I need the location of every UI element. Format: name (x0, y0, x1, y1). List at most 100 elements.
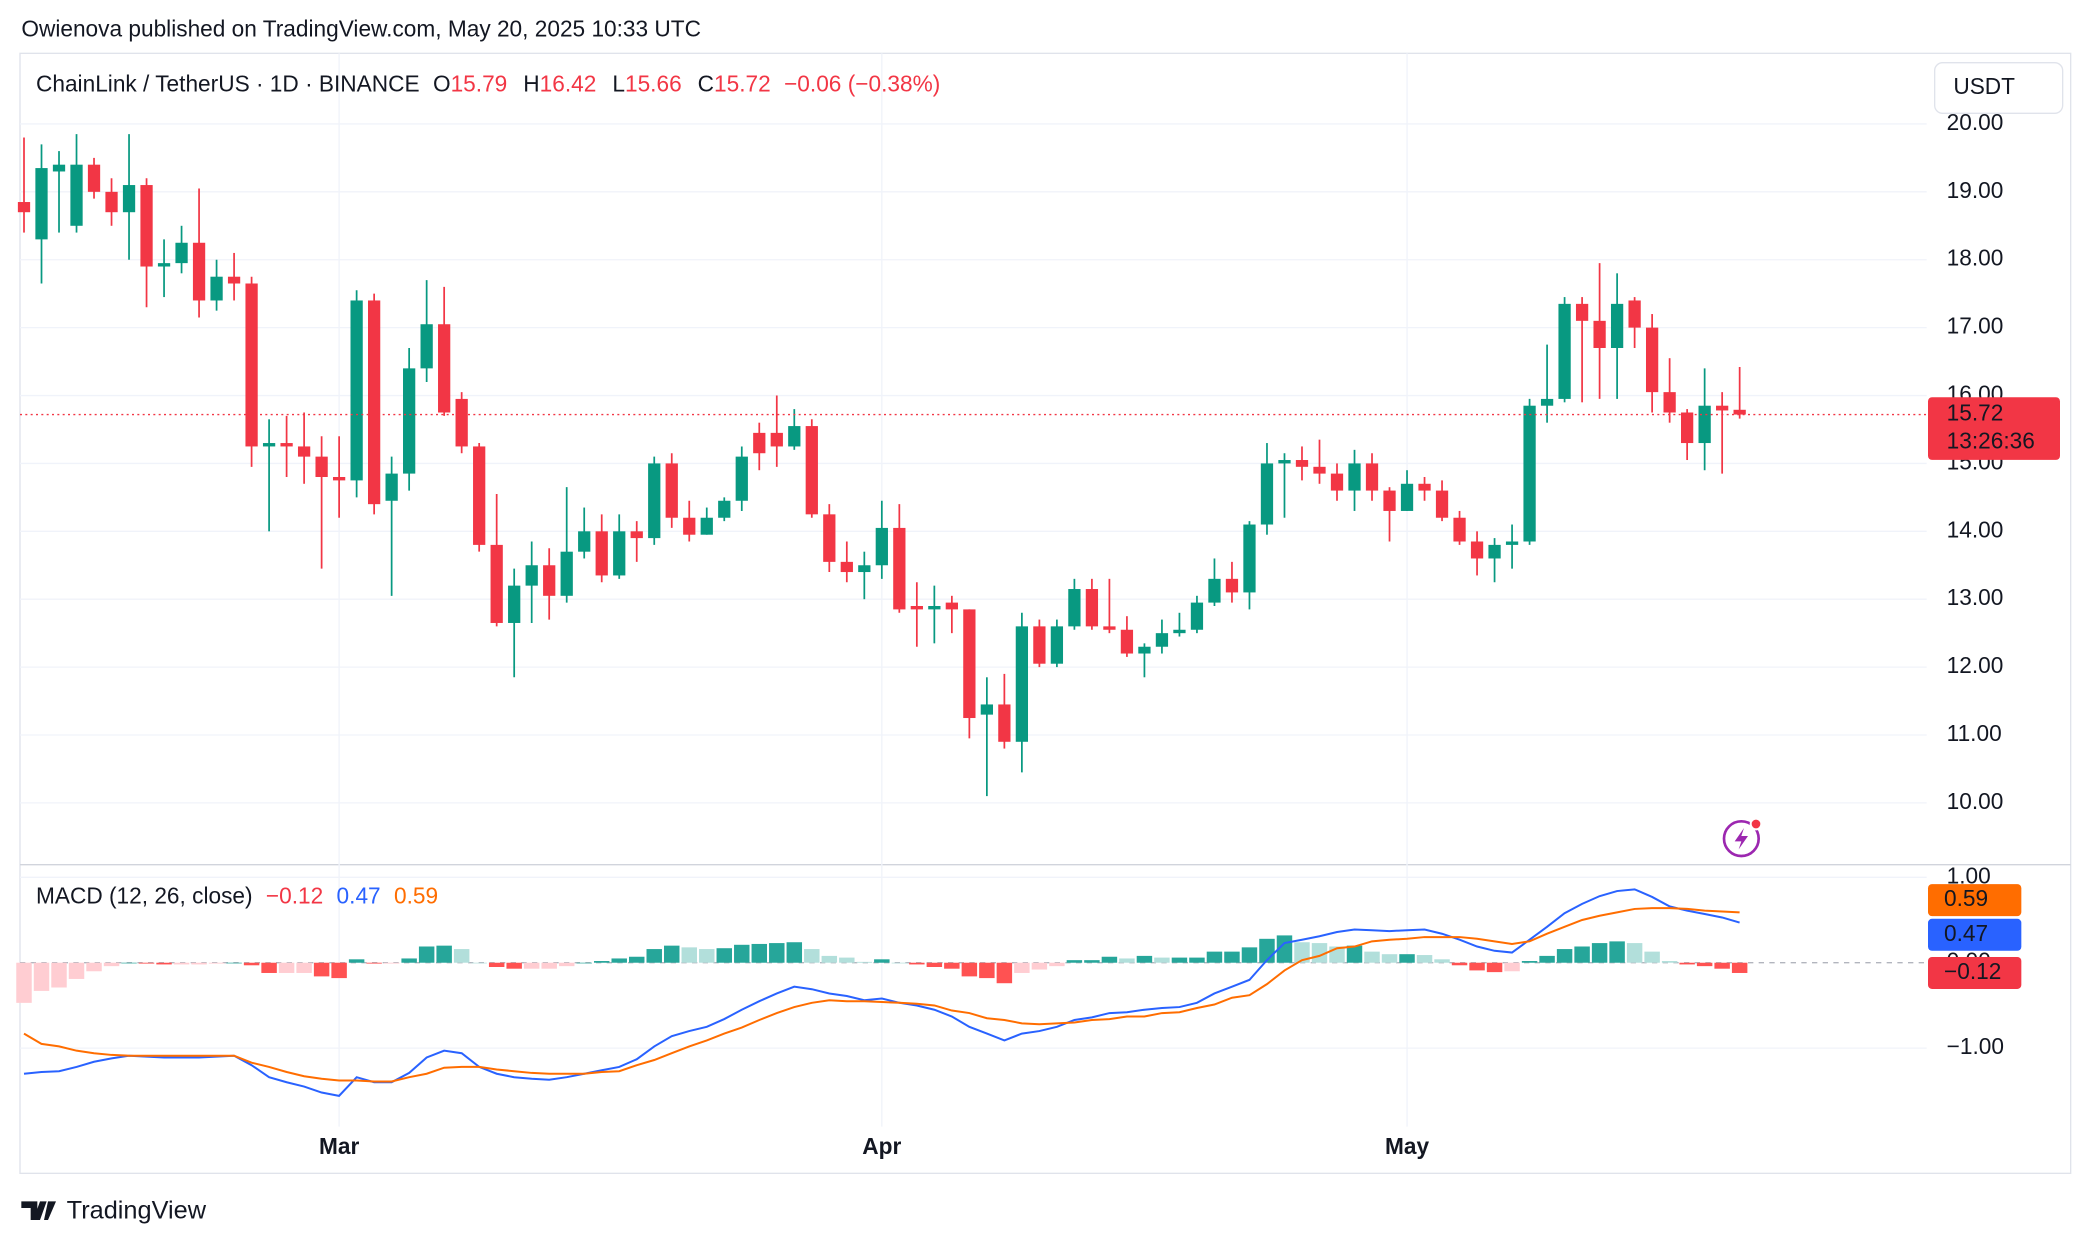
candle-body (700, 517, 713, 535)
histogram-bar (103, 962, 120, 967)
candle-body (105, 191, 118, 213)
histogram-bar (699, 949, 715, 963)
candle-body (648, 463, 661, 539)
legend: ChainLink / TetherUS · 1D · BINANCE O15.7… (36, 70, 940, 96)
candle-body (70, 164, 83, 226)
ohlc-label: L (612, 70, 625, 96)
candle-body (192, 242, 206, 301)
candle-body (998, 704, 1011, 742)
ohlc-label: H (523, 70, 539, 96)
histogram-bar (891, 962, 908, 964)
candle-body (560, 551, 573, 596)
candle-body (1138, 646, 1151, 654)
histogram-bar (1031, 962, 1048, 970)
candle-body (735, 456, 748, 501)
histogram-bar (541, 962, 557, 969)
candle-body (683, 517, 696, 535)
currency-button[interactable] (1933, 62, 2064, 114)
axis-value-box (1928, 884, 2022, 917)
histogram-bar (979, 962, 995, 979)
candle-body (1050, 626, 1064, 664)
histogram-bar (16, 962, 32, 1003)
candle-body (508, 585, 521, 623)
histogram-bar (629, 956, 645, 963)
candle-body (945, 602, 958, 610)
candle-body (928, 605, 941, 610)
histogram-bar (1014, 962, 1030, 973)
histogram-bar (1434, 959, 1450, 963)
macd-legend-value: 0.47 (337, 882, 381, 908)
candle-body (665, 463, 678, 518)
histogram-bar (243, 962, 260, 966)
candle-body (630, 531, 643, 539)
ohlc-value: 16.42 (540, 70, 597, 96)
candle-body (1033, 626, 1046, 664)
histogram-bar (1609, 941, 1625, 963)
histogram-bar (418, 946, 435, 963)
candle-body (823, 514, 836, 562)
candle-body (52, 164, 66, 172)
histogram-bar (138, 962, 155, 964)
candle-body (840, 561, 853, 573)
symbol-title: ChainLink / TetherUS · 1D · BINANCE (36, 70, 420, 96)
histogram-bar (558, 962, 575, 967)
candle-body (1015, 626, 1029, 742)
histogram-bar (821, 955, 838, 963)
histogram-bar (366, 962, 382, 964)
candle-body (805, 426, 818, 515)
histogram-bar (1679, 962, 1695, 965)
histogram-bar (1189, 957, 1205, 963)
y-tick-label: 10.00 (1947, 788, 2004, 814)
histogram-bar (786, 942, 803, 963)
candle-body (788, 426, 801, 447)
histogram-bar (1084, 960, 1100, 963)
histogram-bar (278, 962, 295, 973)
histogram-bar (769, 943, 785, 963)
y-tick-label: 11.00 (1947, 720, 2002, 746)
histogram-bar (909, 962, 925, 965)
candle-body (1348, 463, 1361, 491)
histogram-bar (1171, 957, 1188, 963)
candle-body (332, 476, 346, 481)
histogram-bar (593, 961, 610, 963)
candle-body (1575, 303, 1589, 321)
axis-value-label: −0.12 (1944, 958, 2001, 984)
histogram-bar (716, 948, 732, 963)
candle-body (1540, 398, 1554, 406)
candle-body (1716, 405, 1729, 411)
histogram-bar (1381, 954, 1398, 963)
ohlc-label: O (433, 70, 451, 96)
axis-value-label: 0.47 (1944, 920, 1988, 946)
candle-body (718, 500, 731, 518)
histogram-bar (296, 962, 312, 973)
candle-body (1628, 300, 1641, 328)
candle-body (963, 609, 976, 719)
candle-body (455, 398, 468, 447)
candle-body (1558, 303, 1571, 399)
price-label-box (1928, 397, 2060, 460)
histogram-bar (576, 962, 592, 964)
histogram-bar (331, 962, 347, 979)
candle-body (1190, 602, 1204, 630)
candle-body (1400, 483, 1414, 511)
histogram-bar (1049, 962, 1065, 967)
marks (16, 134, 1927, 1097)
candle-body (1365, 463, 1379, 491)
histogram-bar (1469, 962, 1485, 971)
candle-body (1120, 629, 1134, 654)
histogram-bar (1661, 961, 1678, 963)
histogram-bar (1346, 945, 1363, 963)
histogram-bar (1294, 942, 1310, 963)
candle-body (227, 276, 241, 284)
histogram-bar (681, 947, 697, 963)
candle-body (1470, 541, 1484, 559)
candle-body (613, 531, 626, 576)
candle-body (438, 324, 451, 413)
histogram-bar (1119, 958, 1135, 963)
candle-body (1173, 629, 1186, 634)
histogram-bar (1504, 962, 1520, 972)
candle-body (770, 432, 783, 447)
candle-body (1295, 460, 1309, 467)
labels: Mar Apr May10.0011.0012.0013.0014.0015.001… (36, 70, 2060, 1159)
